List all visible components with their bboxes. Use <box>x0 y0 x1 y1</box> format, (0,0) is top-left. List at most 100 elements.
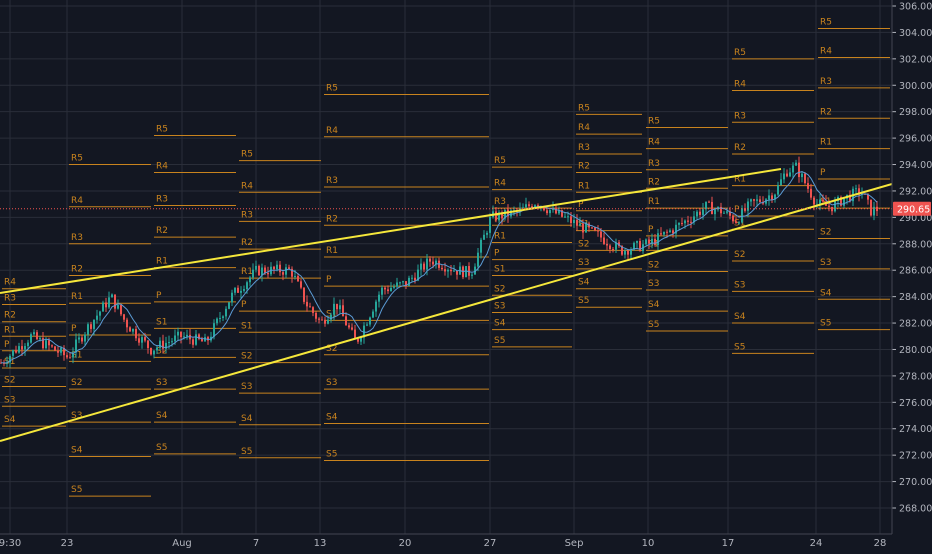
candle-body <box>594 227 596 231</box>
candle-body <box>300 281 302 288</box>
pivot-label-r4: R4 <box>734 80 746 90</box>
pivot-label-r4: R4 <box>494 179 506 189</box>
candle-body <box>810 188 812 198</box>
candle-body <box>81 337 83 342</box>
candle-body <box>624 250 626 255</box>
candle-body <box>297 275 299 282</box>
candle-body <box>750 199 752 202</box>
candle-body <box>738 222 740 224</box>
candle-body <box>840 196 842 206</box>
candle-body <box>420 263 422 270</box>
candle-body <box>195 334 197 345</box>
time-axis[interactable]: 9:30 23 Aug 7 13 20 27 Sep 10 17 24 28 <box>0 533 892 549</box>
candle-body <box>408 277 410 286</box>
time-axis-label: 7 <box>253 538 259 549</box>
price-axis-label: 288.00 <box>899 239 932 250</box>
candle-body <box>180 331 182 337</box>
candle-body <box>276 264 278 270</box>
time-axis-label: 27 <box>484 538 497 549</box>
price-axis-label: 274.00 <box>899 424 932 435</box>
pivot-label-s2: S2 <box>156 346 167 356</box>
pivot-label-r5: R5 <box>494 156 506 166</box>
time-axis-label: 28 <box>874 538 887 549</box>
pivot-label-s5: S5 <box>820 319 831 329</box>
candle-body <box>402 281 404 283</box>
candle-body <box>600 231 602 238</box>
candle-body <box>84 334 86 342</box>
pivot-label-r1: R1 <box>494 231 506 241</box>
pivot-label-r3: R3 <box>71 233 83 243</box>
candle-body <box>597 230 599 232</box>
candle-body <box>465 266 467 278</box>
candle-body <box>378 294 380 302</box>
candle-body <box>510 210 512 217</box>
candle-body <box>54 346 56 351</box>
pivot-label-s3: S3 <box>326 378 337 388</box>
candle-body <box>498 212 500 221</box>
candle-body <box>795 162 797 166</box>
pivot-label-s3: S3 <box>4 395 15 405</box>
candle-body <box>360 337 362 342</box>
candle-body <box>228 302 230 309</box>
candle-body <box>303 287 305 302</box>
candle-body <box>720 206 722 214</box>
candle-body <box>792 165 794 173</box>
candle-body <box>654 238 656 245</box>
candle-body <box>234 287 236 293</box>
candle-body <box>612 249 614 251</box>
candle-body <box>531 206 533 209</box>
candle-body <box>294 275 296 277</box>
candle-body <box>123 314 125 320</box>
candle-body <box>42 338 44 349</box>
pivot-label-s4: S4 <box>820 288 832 298</box>
time-axis-label: 23 <box>61 538 74 549</box>
candle-body <box>633 242 635 250</box>
pivot-label-s5: S5 <box>71 485 82 495</box>
pivot-label-r4: R4 <box>241 181 253 191</box>
pivot-label-s1: S1 <box>156 317 167 327</box>
pivot-label-s1: S1 <box>494 264 505 274</box>
candle-body <box>201 338 203 342</box>
pivot-label-s3: S3 <box>71 411 82 421</box>
candle-body <box>609 245 611 250</box>
candle-body <box>768 195 770 200</box>
pivot-label-s4: S4 <box>4 415 16 425</box>
candle-body <box>558 210 560 214</box>
pivot-label-r1: R1 <box>326 246 338 256</box>
pivot-label-p: P <box>71 324 77 334</box>
candle-body <box>663 231 665 235</box>
candle-body <box>249 277 251 283</box>
candle-body <box>501 212 503 219</box>
candle-body <box>585 223 587 233</box>
pivot-label-r3: R3 <box>734 111 746 121</box>
candle-body <box>255 265 257 270</box>
candle-body <box>564 216 566 218</box>
pivot-label-s4: S4 <box>241 414 253 424</box>
candle-body <box>444 269 446 272</box>
candle-body <box>471 274 473 276</box>
candle-body <box>327 319 329 324</box>
candle-body <box>66 355 68 358</box>
price-axis[interactable]: 268.00 270.00 272.00 274.00 276.00 278.00 280.… <box>891 0 932 534</box>
price-axis-label: 292.00 <box>899 186 932 197</box>
candle-body <box>99 311 101 316</box>
candle-body <box>672 230 674 234</box>
candle-body <box>756 199 758 201</box>
candle-body <box>273 266 275 270</box>
pivot-label-s2: S2 <box>734 250 745 260</box>
pivot-label-p: P <box>648 225 654 235</box>
pivot-label-r2: R2 <box>156 226 168 236</box>
candle-body <box>312 307 314 313</box>
price-axis-label: 304.00 <box>899 28 932 39</box>
candle-body <box>75 339 77 353</box>
price-axis-label: 294.00 <box>899 160 932 171</box>
candle-body <box>309 306 311 308</box>
candle-body <box>870 199 872 216</box>
candle-body <box>72 352 74 358</box>
candle-body <box>666 231 668 233</box>
candle-body <box>162 340 164 349</box>
pivot-label-r5: R5 <box>71 154 83 164</box>
candle-body <box>114 294 116 309</box>
